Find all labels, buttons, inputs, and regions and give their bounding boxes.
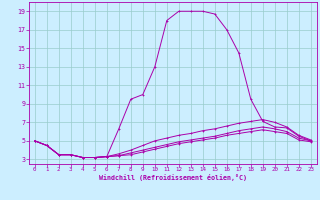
X-axis label: Windchill (Refroidissement éolien,°C): Windchill (Refroidissement éolien,°C)	[99, 174, 247, 181]
